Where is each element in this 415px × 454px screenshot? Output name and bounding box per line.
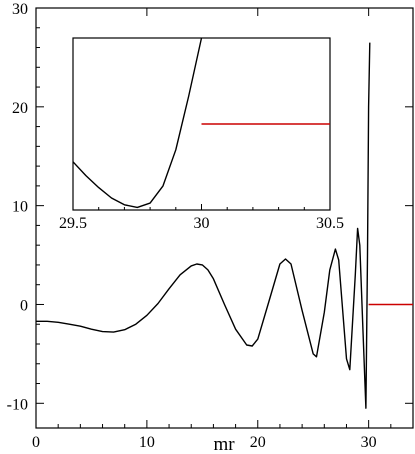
x-tick-label: 10 [139,434,155,451]
inset-x-tick-label: 30 [194,215,210,232]
inset-plot: 29.5 30 30.5 [59,37,344,232]
x-tick-label: 30 [361,434,377,451]
x-tick-label: 20 [250,434,266,451]
x-axis-title: mr [213,434,235,454]
main-plot: 0 10 20 30 30 20 10 0 -10 mr [7,1,414,454]
y-tick-label: 0 [20,297,28,314]
series-line-0 [36,42,371,409]
y-tick-label: 20 [12,100,28,117]
y-tick-label: -10 [7,396,28,413]
x-tick-label: 0 [32,434,40,451]
inset-series-line-0 [72,37,203,209]
plot-frame [35,7,414,429]
y-tick-label: 10 [12,199,28,216]
y-tick-label: 30 [12,1,28,18]
inset-x-tick-label: 30.5 [316,215,344,232]
inset-x-tick-label: 29.5 [59,215,87,232]
